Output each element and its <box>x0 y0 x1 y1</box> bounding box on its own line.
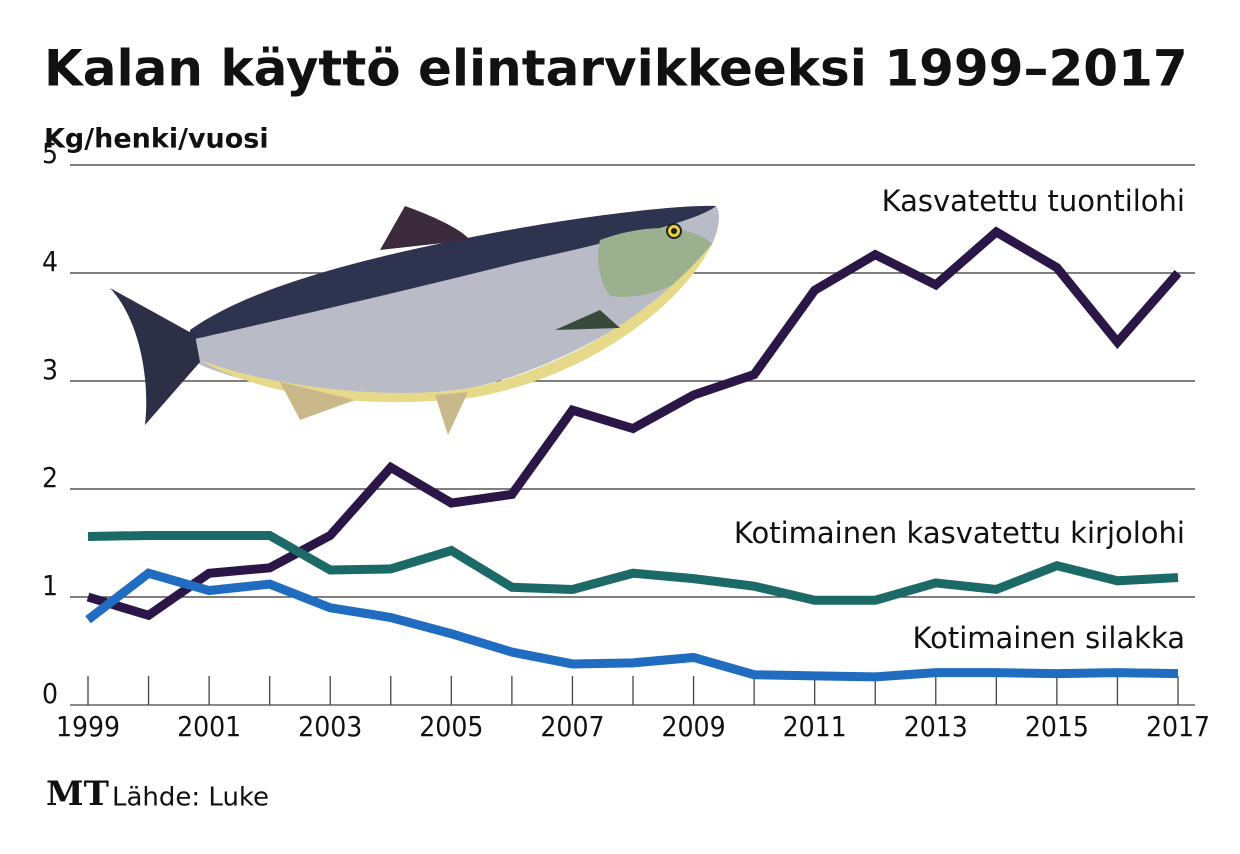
series-label: Kotimainen kasvatettu kirjolohi <box>734 516 1185 550</box>
y-axis-label: Kg/henki/vuosi <box>44 124 269 155</box>
series-line <box>86 226 1182 621</box>
y-tick-label: 1 <box>42 569 58 602</box>
series-label: Kotimainen silakka <box>913 621 1185 655</box>
x-tick-label: 2017 <box>1146 710 1210 743</box>
chart-title: Kalan käyttö elintarvikkeeksi 1999–2017 <box>44 40 1188 98</box>
y-tick-label: 0 <box>42 677 58 710</box>
x-tick-label: 2007 <box>540 710 604 743</box>
series-line <box>87 530 1179 605</box>
y-tick-label: 5 <box>42 137 58 170</box>
y-tick-label: 3 <box>42 353 58 386</box>
y-tick-label: 4 <box>42 245 58 278</box>
x-tick-label: 2009 <box>662 710 726 743</box>
x-tick-label: 1999 <box>56 710 120 743</box>
x-tick-label: 2005 <box>419 710 483 743</box>
series-label: Kasvatettu tuontilohi <box>882 184 1185 218</box>
x-tick-label: 2013 <box>904 710 968 743</box>
source: Lähde: Luke <box>112 783 269 813</box>
x-tick-label: 2001 <box>177 710 241 743</box>
x-tick-label: 2015 <box>1025 710 1089 743</box>
x-tick-label: 2003 <box>298 710 362 743</box>
y-tick-label: 2 <box>42 461 58 494</box>
x-tick-label: 2011 <box>783 710 847 743</box>
logo: MT <box>46 774 109 814</box>
plot-area: 0 1 2 3 4 5 1999 2001 2003 2005 2007 2009 2011 2013 20… <box>42 137 1210 743</box>
series-line <box>85 568 1179 682</box>
fish-illustration <box>110 205 719 435</box>
